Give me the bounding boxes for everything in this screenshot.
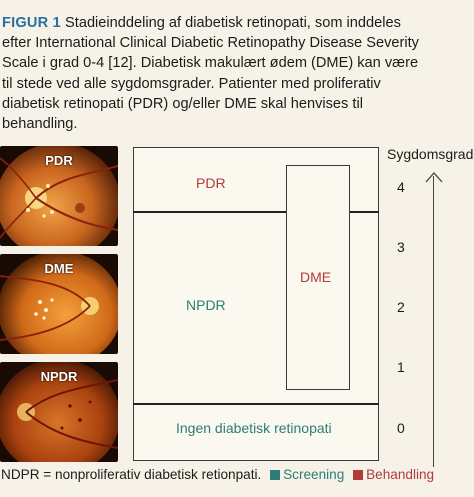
arrow-up-icon [425, 172, 443, 183]
severity-tick-3: 3 [397, 239, 405, 255]
fundus-image-npdr [0, 362, 118, 462]
no-retinopathy-label: Ingen diabetisk retinopati [176, 420, 332, 436]
screening-swatch-icon [270, 470, 281, 480]
dme-region-label: DME [300, 269, 332, 285]
legend-treatment-label: Behandling [366, 467, 435, 482]
fundus-photo-pdr: PDR [0, 146, 118, 246]
abbreviation-note: NDPR = nonproliferativ diabetisk retionp… [1, 467, 262, 482]
treatment-swatch-icon [353, 470, 364, 480]
pdr-boundary-line [133, 211, 379, 214]
caption-line-6: behandling. [2, 116, 78, 133]
severity-tick-4: 4 [397, 179, 405, 195]
severity-tick-0: 0 [397, 420, 405, 436]
caption-line-5: diabetisk retinopati (PDR) og/eller DME … [2, 95, 363, 112]
dme-region [286, 165, 350, 390]
legend-screening-label: Screening [283, 467, 345, 482]
severity-scale-title: Sygdomsgrad [387, 146, 474, 162]
fundus-photo-npdr: NPDR [0, 362, 118, 462]
fundus-image-dme [0, 254, 118, 354]
fundus-image-pdr [0, 146, 118, 246]
severity-tick-1: 1 [397, 359, 405, 375]
caption-line-1: FIGUR 1 Stadieinddeling af diabetisk ret… [2, 15, 401, 31]
photo-label-dme: DME [44, 261, 74, 276]
pdr-region-label: PDR [196, 175, 226, 191]
caption-line-2: efter International Clinical Diabetic Re… [2, 35, 419, 52]
caption-line-3: Scale i grad 0-4 [12]. Diabetisk makulær… [2, 55, 419, 72]
fundus-photo-dme: DME [0, 254, 118, 354]
severity-tick-2: 2 [397, 299, 405, 315]
severity-axis-line [433, 176, 435, 467]
photo-label-pdr: PDR [45, 153, 73, 168]
caption-line-4: til stede ved alle sygdomsgrader. Patien… [2, 75, 381, 92]
photo-label-npdr: NPDR [40, 369, 78, 384]
npdr-region-label: NPDR [186, 297, 226, 313]
figure-caption: FIGUR 1 Stadieinddeling af diabetisk ret… [2, 13, 472, 134]
no-retinopathy-boundary-line [133, 403, 379, 406]
figure-label: FIGUR 1 [2, 15, 61, 31]
footer-legend: NDPR = nonproliferativ diabetisk retionp… [1, 467, 434, 482]
